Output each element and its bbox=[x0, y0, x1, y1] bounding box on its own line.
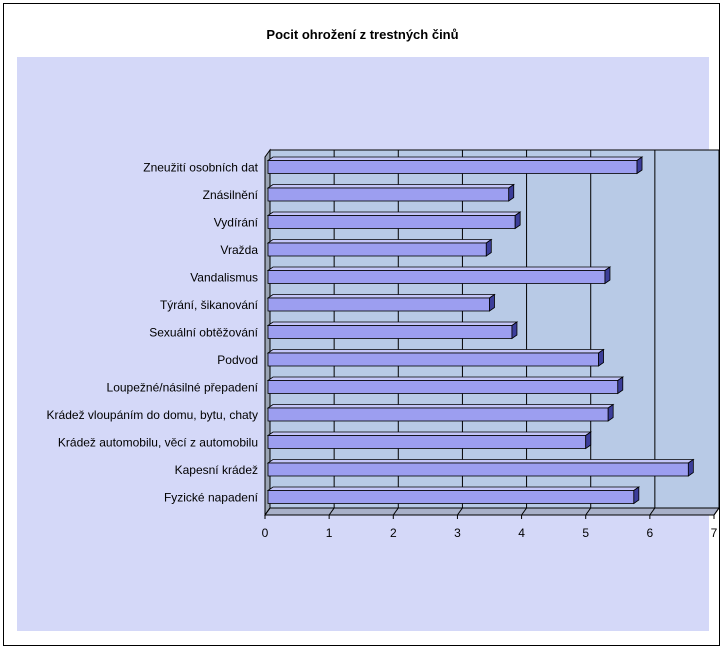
category-labels: Zneužití osobních dat Znásilnění Vydírání V… bbox=[47, 161, 259, 505]
category-label: Vandalismus bbox=[190, 271, 258, 285]
bar-front bbox=[267, 490, 635, 504]
bar-top bbox=[266, 459, 695, 464]
bar bbox=[266, 293, 496, 312]
gridline-floor bbox=[328, 507, 335, 516]
category-label: Vražda bbox=[220, 243, 258, 257]
x-tick-label: 3 bbox=[454, 526, 461, 540]
bar bbox=[266, 431, 592, 450]
category-label: Krádež vloupáním do domu, bytu, chaty bbox=[47, 408, 258, 422]
bar-top bbox=[266, 376, 625, 381]
bar-end bbox=[607, 403, 614, 422]
bar-front bbox=[267, 297, 490, 312]
gridline-floor bbox=[457, 507, 463, 516]
category-label: Vydírání bbox=[214, 216, 259, 230]
gridline-floor bbox=[649, 507, 656, 516]
x-axis-ticks: 0 1 2 3 4 5 6 7 bbox=[262, 157, 718, 540]
bar-end bbox=[485, 238, 492, 257]
x-tick-label: 5 bbox=[582, 526, 589, 540]
category-label: Sexuální obtěžování bbox=[149, 326, 258, 340]
category-label: Zneužití osobních dat bbox=[143, 161, 258, 175]
bar-front bbox=[267, 187, 510, 202]
gridline-floor bbox=[264, 507, 271, 516]
gridline-floor bbox=[713, 507, 720, 516]
gridline-floor bbox=[585, 507, 592, 516]
x-tick-label: 4 bbox=[518, 526, 525, 540]
bar bbox=[266, 376, 625, 395]
bar-end bbox=[514, 211, 521, 230]
bar-front bbox=[267, 435, 587, 449]
bar bbox=[266, 156, 644, 175]
bar-top bbox=[266, 431, 592, 436]
bar-end bbox=[633, 486, 640, 505]
bar-top bbox=[266, 404, 615, 409]
bar-front bbox=[267, 380, 619, 394]
bar bbox=[266, 183, 516, 202]
bar-front bbox=[267, 407, 609, 422]
x-tick-label: 2 bbox=[390, 526, 397, 540]
bar-top bbox=[266, 486, 641, 491]
bar-front bbox=[267, 160, 638, 174]
bar-top bbox=[266, 321, 519, 326]
bar-end bbox=[598, 348, 604, 367]
category-label: Krádež automobilu, věcí z automobilu bbox=[58, 436, 258, 450]
category-label: Loupežné/násilné přepadení bbox=[107, 381, 259, 395]
bar-top bbox=[266, 184, 516, 189]
category-label: Kapesní krádež bbox=[175, 463, 258, 477]
bar bbox=[266, 458, 695, 477]
bar-end bbox=[511, 321, 518, 340]
bar-top bbox=[266, 211, 522, 216]
chart-title: Pocit ohrožení z trestných činů bbox=[266, 27, 459, 42]
bar bbox=[266, 348, 605, 367]
bar-top bbox=[266, 156, 644, 161]
bar-end bbox=[636, 156, 643, 175]
category-label: Podvod bbox=[217, 353, 258, 367]
bar-end bbox=[687, 458, 694, 477]
bar-end bbox=[604, 266, 611, 285]
bar bbox=[266, 238, 493, 257]
x-tick-label: 7 bbox=[711, 526, 718, 540]
gridline-floor bbox=[392, 507, 399, 516]
bar-front bbox=[267, 325, 513, 339]
bar-top bbox=[266, 239, 493, 244]
bars bbox=[266, 156, 695, 505]
bar-front bbox=[267, 462, 689, 477]
bar-front bbox=[267, 352, 599, 367]
bar-end bbox=[489, 293, 495, 312]
bar-top bbox=[266, 294, 496, 299]
bar bbox=[266, 266, 612, 285]
bar-end bbox=[617, 376, 624, 395]
bar bbox=[266, 211, 522, 230]
bar bbox=[266, 486, 641, 505]
bar-front bbox=[267, 270, 606, 284]
bar-top bbox=[266, 349, 605, 354]
bar-front bbox=[267, 215, 516, 229]
x-tick-label: 6 bbox=[647, 526, 654, 540]
bar bbox=[266, 321, 519, 340]
bar bbox=[266, 403, 615, 422]
category-label: Znásilnění bbox=[203, 188, 259, 202]
bar-front bbox=[267, 242, 487, 257]
category-label: Týrání, šikanování bbox=[160, 298, 259, 312]
category-label: Fyzické napadení bbox=[164, 491, 259, 505]
bar-top bbox=[266, 266, 612, 271]
gridline-floor bbox=[521, 507, 527, 516]
bar-end bbox=[585, 431, 592, 450]
bar-end bbox=[508, 183, 515, 202]
x-tick-label: 0 bbox=[262, 526, 269, 540]
x-tick-label: 1 bbox=[326, 526, 333, 540]
